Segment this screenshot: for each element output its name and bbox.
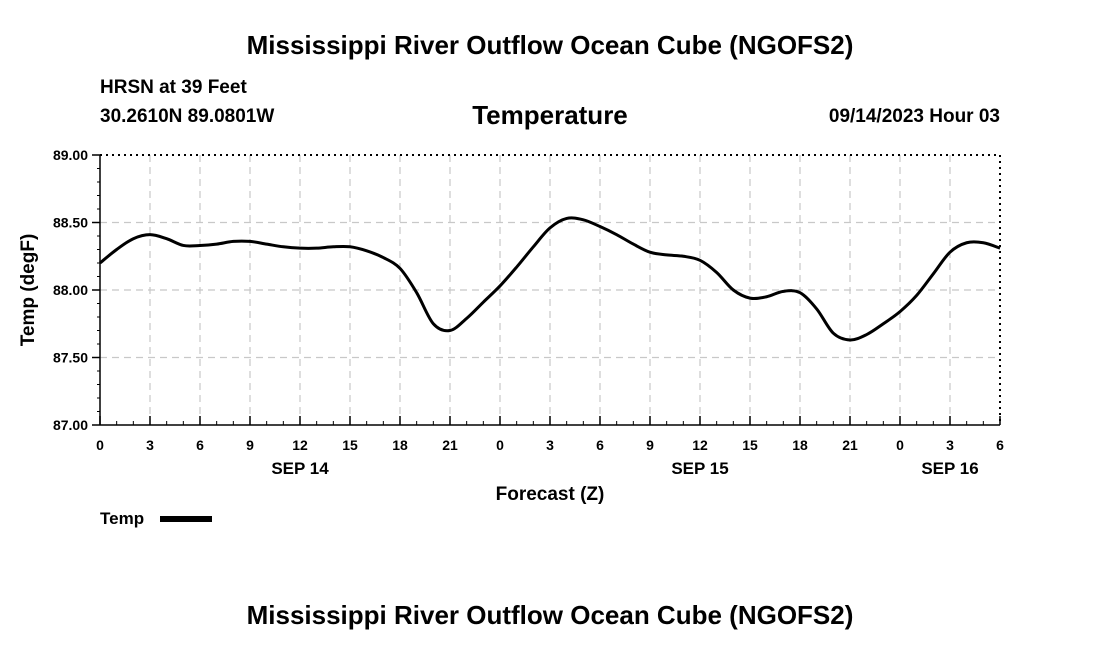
x-tick-label: 21 bbox=[842, 437, 858, 453]
forecast-datetime: 09/14/2023 Hour 03 bbox=[828, 106, 1000, 127]
x-tick-label: 9 bbox=[246, 437, 254, 453]
parameter-title: Temperature bbox=[472, 100, 628, 130]
y-tick-label: 89.00 bbox=[53, 147, 88, 163]
x-tick-label: 3 bbox=[146, 437, 154, 453]
x-tick-label: 3 bbox=[546, 437, 554, 453]
x-tick-label: 0 bbox=[896, 437, 904, 453]
legend-swatch bbox=[160, 516, 212, 522]
legend-label: Temp bbox=[100, 509, 145, 528]
x-tick-label: 9 bbox=[646, 437, 654, 453]
x-tick-label: 18 bbox=[792, 437, 808, 453]
y-tick-label: 88.50 bbox=[53, 215, 88, 231]
series-line-temp bbox=[99, 216, 1001, 342]
station-coordinates: 30.2610N 89.0801W bbox=[100, 106, 275, 127]
footer-title: Mississippi River Outflow Ocean Cube (NG… bbox=[246, 600, 854, 630]
y-tick-label: 88.00 bbox=[53, 282, 88, 298]
date-label: SEP 16 bbox=[921, 459, 978, 478]
x-tick-label: 6 bbox=[996, 437, 1004, 453]
x-tick-label: 0 bbox=[496, 437, 504, 453]
x-tick-label: 12 bbox=[292, 437, 308, 453]
x-tick-label: 6 bbox=[596, 437, 604, 453]
station-label: HRSN at 39 Feet bbox=[100, 77, 247, 98]
x-tick-label: 0 bbox=[96, 437, 104, 453]
date-label: SEP 14 bbox=[271, 459, 329, 478]
x-axis-title: Forecast (Z) bbox=[496, 484, 605, 505]
y-tick-label: 87.50 bbox=[53, 350, 88, 366]
x-tick-label: 21 bbox=[442, 437, 458, 453]
x-tick-label: 18 bbox=[392, 437, 408, 453]
date-label: SEP 15 bbox=[671, 459, 728, 478]
chart-main-title: Mississippi River Outflow Ocean Cube (NG… bbox=[246, 30, 854, 60]
y-axis-title: Temp (degF) bbox=[18, 234, 39, 347]
y-tick-label: 87.00 bbox=[53, 417, 88, 433]
x-tick-label: 12 bbox=[692, 437, 708, 453]
x-tick-label: 15 bbox=[742, 437, 758, 453]
x-tick-label: 3 bbox=[946, 437, 954, 453]
x-tick-label: 15 bbox=[342, 437, 358, 453]
x-tick-label: 6 bbox=[196, 437, 204, 453]
